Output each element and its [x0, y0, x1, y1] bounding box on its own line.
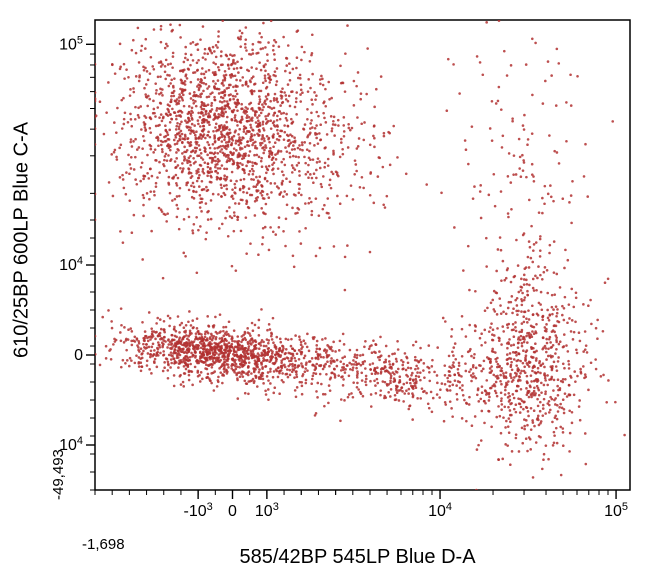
svg-text:0: 0 — [74, 347, 83, 364]
svg-text:104: 104 — [59, 435, 83, 454]
plot-svg: -103 0 103 104 105 104 0 104 105 — [0, 0, 650, 575]
svg-text:0: 0 — [228, 503, 237, 520]
svg-text:105: 105 — [604, 501, 628, 520]
svg-text:103: 103 — [255, 501, 279, 520]
svg-text:104: 104 — [428, 501, 452, 520]
svg-text:104: 104 — [59, 255, 83, 274]
svg-text:-103: -103 — [184, 501, 213, 520]
scatter-chart: 610/25BP 600LP Blue C-A 585/42BP 545LP B… — [0, 0, 650, 575]
svg-text:105: 105 — [59, 34, 83, 53]
